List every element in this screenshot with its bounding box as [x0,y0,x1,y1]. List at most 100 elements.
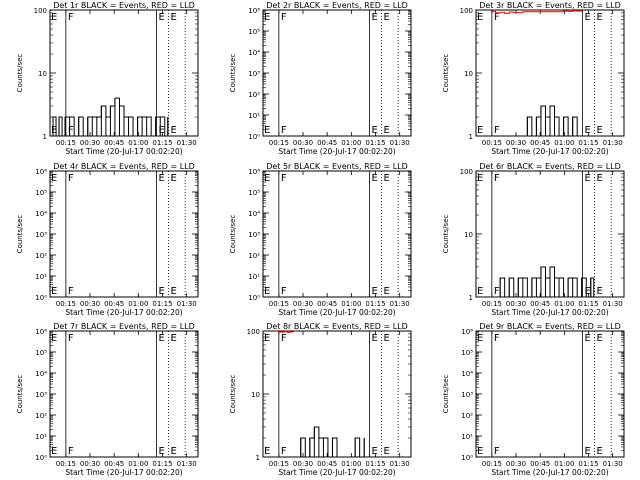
y-tick-label: 10¹ [461,433,473,441]
marker-letter: E [584,333,590,344]
marker-letter: E [597,333,603,344]
marker-letter: F [494,173,500,184]
marker-letter: E [371,12,377,23]
marker-letter-bottom: E [171,286,177,297]
y-tick-label: 10¹ [35,273,47,281]
plot-frame [49,330,199,458]
marker-letter-bottom: E [584,286,590,297]
x-axis-label: Start Time (20-Jul-17 00:02:20) [65,308,182,317]
marker-letter: F [68,12,74,23]
marker-letter-start-bottom: E [51,125,57,136]
chart-panel-3: Det 3r BLACK = Events, RED = LLD Counts/s… [442,1,625,156]
marker-letter-bottom: F [281,446,287,457]
plot-frame [49,170,199,298]
x-tick-label: 01:00 [341,139,361,147]
x-tick-label: 00:45 [104,300,124,308]
x-tick-label: 00:30 [506,300,526,308]
y-tick-label: 10⁶ [35,328,47,336]
marker-letter-start: E [477,12,483,23]
y-axis-label: Counts/sec [229,54,237,93]
y-tick-label: 10⁵ [461,349,473,357]
x-tick-label: 00:15 [269,300,289,308]
x-tick-label: 01:00 [554,300,574,308]
y-tick-label: 10⁵ [35,189,47,197]
y-tick-label: 10⁴ [461,370,473,378]
x-tick-label: 01:00 [128,460,148,468]
marker-letter: E [584,173,590,184]
marker-letter-start-bottom: E [477,286,483,297]
y-tick-label: 10³ [35,391,47,399]
marker-letter: F [68,173,74,184]
x-tick-label: 01:15 [152,300,172,308]
series-line-1 [491,10,583,14]
marker-letter-bottom: F [494,446,500,457]
y-tick-label: 10⁵ [35,349,47,357]
y-axis-label: Counts/sec [442,215,450,254]
marker-letter: F [281,173,287,184]
chart-panel-4: Det 4r BLACK = Events, RED = LLD Counts/s… [16,162,199,317]
y-tick-label: 10⁰ [248,133,260,141]
y-tick-label: 10⁵ [248,189,260,197]
series-line-2 [522,105,578,137]
marker-letter-bottom: F [68,125,74,136]
y-tick-label: 10¹ [248,112,260,120]
marker-letter-bottom: E [158,286,164,297]
x-tick-label: 01:00 [554,460,574,468]
marker-letter: F [281,12,287,23]
marker-letter: E [171,173,177,184]
x-tick-label: 01:00 [341,300,361,308]
x-tick-label: 00:45 [317,139,337,147]
y-tick-label: 1 [469,133,473,141]
x-tick-label: 00:30 [80,460,100,468]
marker-letter-bottom: E [371,125,377,136]
y-tick-label: 10⁰ [248,294,260,302]
x-tick-label: 00:15 [482,300,502,308]
x-tick-label: 00:15 [269,460,289,468]
marker-letter: E [384,12,390,23]
chart-title: Det 6r BLACK = Events, RED = LLD [479,162,621,171]
plot-frame [475,330,625,458]
x-tick-label: 00:15 [269,139,289,147]
y-tick-label: 10⁴ [248,210,260,218]
x-tick-label: 00:45 [104,460,124,468]
y-tick-label: 10⁵ [248,28,260,36]
x-tick-label: 00:30 [293,460,313,468]
y-tick-label: 10² [35,252,47,260]
x-tick-label: 00:15 [482,460,502,468]
x-tick-label: 00:15 [56,139,76,147]
marker-letter: E [597,12,603,23]
y-axis-label: Counts/sec [229,215,237,254]
x-tick-label: 01:15 [365,300,385,308]
chart-panel-6: Det 6r BLACK = Events, RED = LLD Counts/s… [442,162,625,317]
x-tick-label: 01:30 [177,300,197,308]
chart-panel-5: Det 5r BLACK = Events, RED = LLD Counts/s… [229,162,412,317]
x-axis-label: Start Time (20-Jul-17 00:02:20) [278,147,395,156]
marker-letter: F [68,333,74,344]
x-tick-label: 00:45 [530,460,550,468]
x-tick-label: 01:00 [128,139,148,147]
marker-letter: F [494,333,500,344]
y-tick-label: 10⁶ [248,168,260,176]
marker-letter-bottom: F [494,125,500,136]
y-tick-label: 10⁰ [35,294,47,302]
y-tick-label: 10¹ [248,273,260,281]
y-axis-label: Counts/sec [16,215,24,254]
chart-title: Det 4r BLACK = Events, RED = LLD [53,162,195,171]
x-tick-label: 01:30 [390,300,410,308]
x-axis-label: Start Time (20-Jul-17 00:02:20) [278,468,395,477]
y-tick-label: 100 [247,328,260,336]
x-tick-label: 00:30 [80,300,100,308]
chart-title: Det 7r BLACK = Events, RED = LLD [53,322,195,331]
x-tick-label: 01:15 [578,300,598,308]
marker-letter-bottom: F [281,125,287,136]
y-axis-label: Counts/sec [16,54,24,93]
marker-letter-bottom: F [494,286,500,297]
marker-letter-bottom: E [384,446,390,457]
y-tick-label: 100 [460,168,473,176]
y-tick-label: 10² [35,412,47,420]
marker-letter-bottom: E [171,125,177,136]
plot-frame [262,9,412,137]
marker-letter-bottom: E [384,286,390,297]
x-axis-label: Start Time (20-Jul-17 00:02:20) [491,147,608,156]
marker-letter-start-bottom: E [264,446,270,457]
